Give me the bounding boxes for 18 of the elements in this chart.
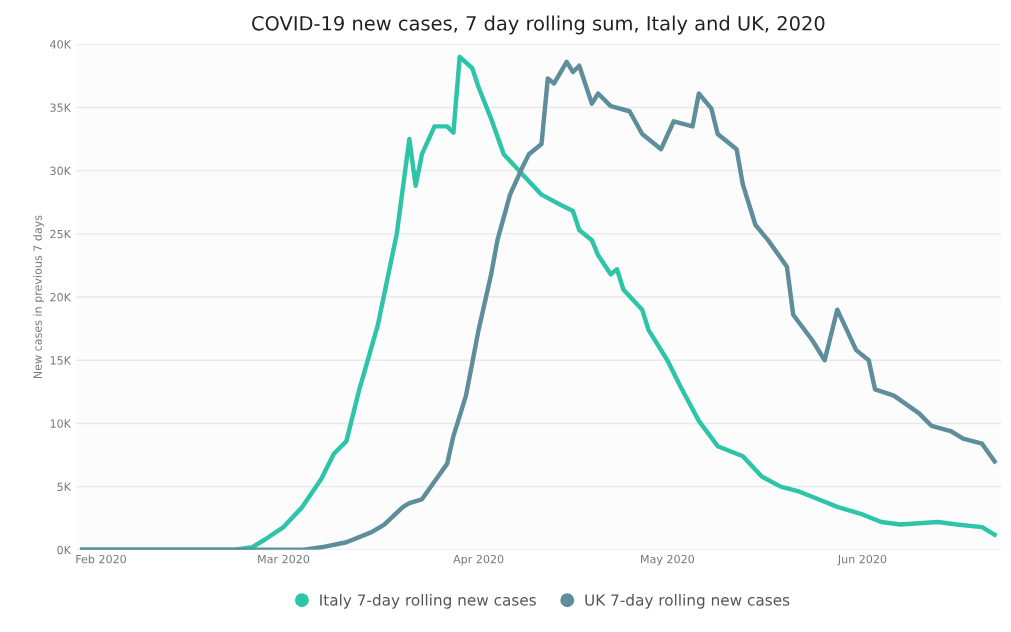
y-tick-label: 5K bbox=[57, 482, 72, 492]
y-tick-label: 25K bbox=[50, 229, 72, 239]
x-tick-label: May 2020 bbox=[641, 554, 695, 566]
y-axis-title: New cases in previous 7 days bbox=[33, 215, 44, 379]
y-tick-label: 15K bbox=[50, 356, 72, 365]
x-tick-label: Jun 2020 bbox=[837, 554, 887, 566]
y-tick-label: 0K bbox=[57, 545, 72, 555]
legend-label: Italy 7-day rolling new cases bbox=[320, 593, 536, 609]
x-tick-label: Apr 2020 bbox=[453, 554, 504, 566]
y-tick-label: 20K bbox=[50, 293, 72, 302]
x-tick-label: Feb 2020 bbox=[76, 554, 126, 564]
chart-title: COVID-19 new cases, 7 day rolling sum, Italy and UK, 2020 bbox=[252, 15, 825, 35]
y-tick-label: 35K bbox=[50, 103, 72, 112]
y-tick-label: 30K bbox=[50, 166, 72, 176]
y-tick-label: 40K bbox=[50, 40, 72, 49]
y-tick-label: 10K bbox=[50, 419, 72, 428]
legend-label: UK 7-day rolling new cases bbox=[585, 593, 790, 609]
x-tick-label: Mar 2020 bbox=[258, 554, 310, 564]
